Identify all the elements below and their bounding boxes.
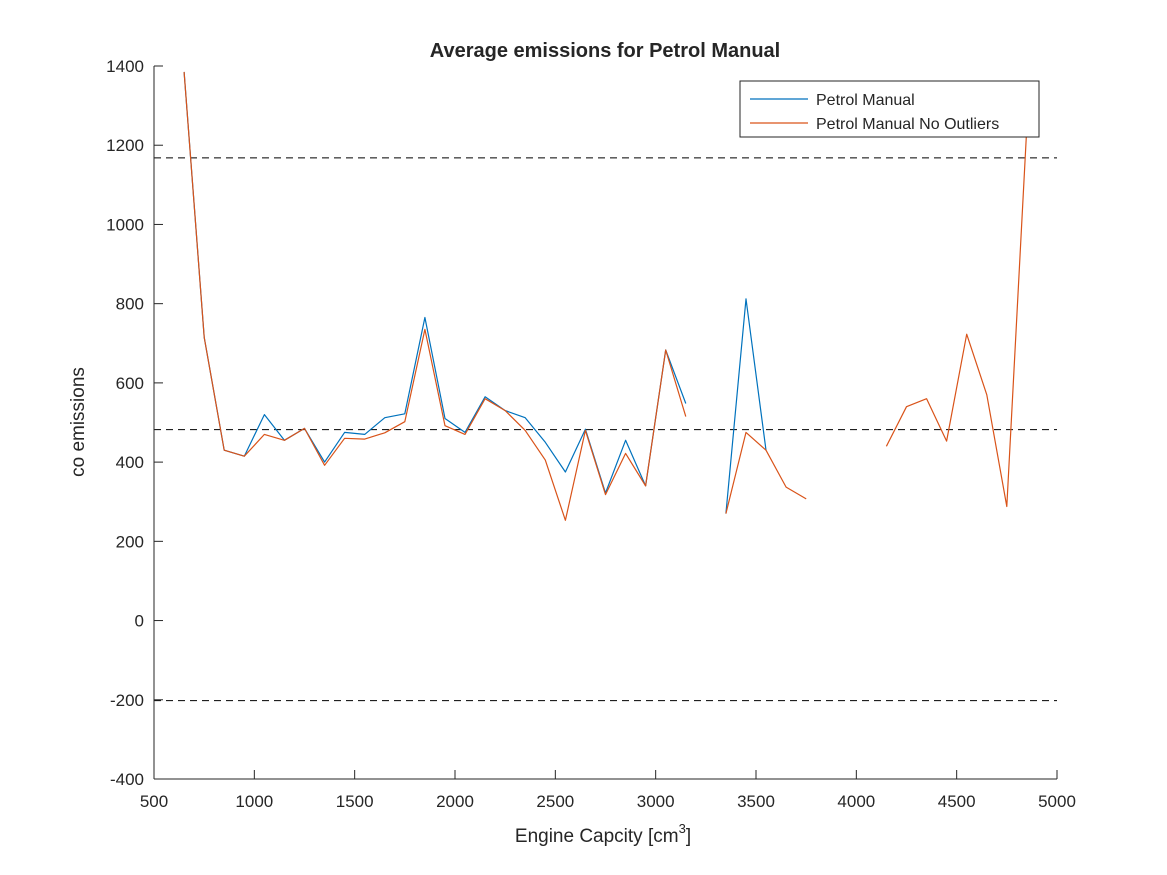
axes (153, 66, 1057, 780)
x-axis-label-superscript: 3 (679, 821, 686, 836)
x-tick-label: 2000 (436, 792, 474, 811)
y-tick-label: 0 (135, 612, 144, 631)
y-tick-label: 1200 (106, 136, 144, 155)
x-tick-label: 1000 (235, 792, 273, 811)
legend-label: Petrol Manual (816, 92, 915, 109)
legend-box (739, 80, 1040, 138)
y-tick-label: 600 (116, 374, 144, 393)
series-layer (183, 71, 1028, 521)
y-ticks: -400 -200 0 200 400 600 800 1000 1200 1400 (106, 57, 163, 789)
x-tick-label: 1500 (336, 792, 374, 811)
y-tick-label: -200 (110, 691, 144, 710)
x-ticks: 500 1000 1500 2000 2500 3000 3500 4000 4500 5000 (140, 770, 1076, 811)
series-line (183, 71, 1028, 521)
x-tick-label: 4000 (837, 792, 875, 811)
x-tick-label: 5000 (1038, 792, 1076, 811)
y-axis-label: co emissions (68, 367, 89, 477)
y-tick-label: 400 (116, 453, 144, 472)
x-tick-label: 4500 (938, 792, 976, 811)
plot-area (154, 66, 1057, 779)
x-tick-label: 3000 (637, 792, 675, 811)
x-axis-label-main: Engine Capcity [cm (515, 826, 679, 847)
x-axis-label-suffix: ] (686, 826, 691, 847)
y-tick-label: 1400 (106, 57, 144, 76)
y-tick-label: -400 (110, 770, 144, 789)
x-axis-label: Engine Capcity [cm3] (515, 821, 691, 847)
chart-title: Average emissions for Petrol Manual (430, 40, 780, 62)
legend-label: Petrol Manual No Outliers (816, 116, 999, 133)
y-tick-label: 200 (116, 532, 144, 551)
y-tick-label: 800 (116, 295, 144, 314)
x-tick-label: 3500 (737, 792, 775, 811)
x-tick-label: 500 (140, 792, 168, 811)
x-tick-label: 2500 (536, 792, 574, 811)
legend: Petrol Manual Petrol Manual No Outliers (739, 80, 1040, 138)
y-tick-label: 1000 (106, 215, 144, 234)
